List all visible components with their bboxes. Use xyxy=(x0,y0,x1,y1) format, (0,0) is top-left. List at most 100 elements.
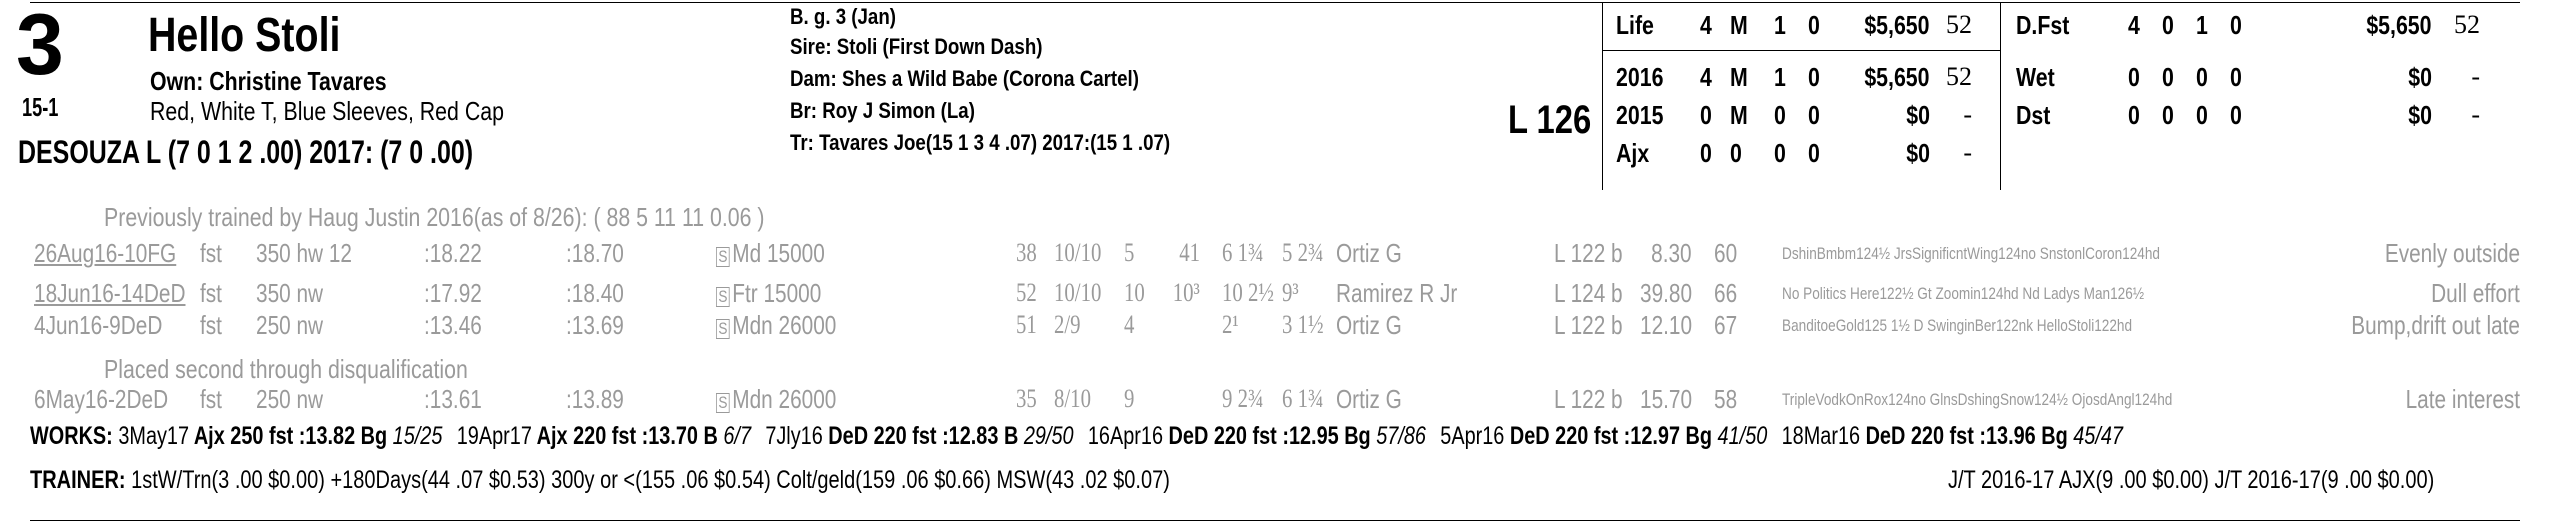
stat-places: 1 xyxy=(1774,62,1786,92)
stat-starts: 4 xyxy=(1700,62,1712,92)
pp-post: 10/10 xyxy=(1054,278,1102,307)
breeding-info: B. g. 3 (Jan) xyxy=(790,4,896,29)
stat-earnings: $0 xyxy=(1906,138,1930,168)
pp-race-label: Mdn 26000 xyxy=(732,310,837,340)
work-date: 5Apr16 xyxy=(1440,422,1505,450)
pp-trip-note: Late interest xyxy=(2405,384,2520,414)
stat-wins: 0 xyxy=(2162,62,2174,92)
pp-call-2: 6 1¾ xyxy=(1222,238,1264,267)
pp-finish: 3 1½ xyxy=(1282,310,1324,339)
pp-comment: DshinBmbm124½ JrsSignificntWing124no Sns… xyxy=(1782,244,2160,263)
stat-shows: 0 xyxy=(1808,62,1820,92)
stat-wins: M xyxy=(1730,10,1748,40)
pp-date: 18Jun16-14DeD xyxy=(34,278,186,308)
pp-date: 6May16-2DeD xyxy=(34,384,169,414)
state-bred-icon: S xyxy=(716,393,730,413)
stat-label: Life xyxy=(1616,10,1654,40)
work-details: Ajx 250 fst :13.82 Bg xyxy=(189,422,393,450)
stats-divider xyxy=(2000,2,2001,190)
pp-start: 10 xyxy=(1124,278,1145,307)
pp-date: 26Aug16-10FG xyxy=(34,238,177,268)
stats-life-underline xyxy=(1602,50,2000,51)
stat-earnings: $0 xyxy=(2408,62,2432,92)
sire-info: Sire: Stoli (First Down Dash) xyxy=(790,34,1043,59)
pp-race-type: S Mdn 26000 xyxy=(716,384,836,415)
jockey-line: DESOUZA L (7 0 1 2 .00) 2017: (7 0 .00) xyxy=(18,134,474,170)
pp-race-label: Md 15000 xyxy=(732,238,825,268)
pp-fraction-1: :13.61 xyxy=(424,384,482,414)
pp-trip-note: Evenly outside xyxy=(2384,238,2520,268)
pp-fraction-1: :17.92 xyxy=(424,278,482,308)
work-entry: 5Apr16 DeD 220 fst :12.97 Bg 41/50 xyxy=(1440,422,1767,450)
stat-earnings: $0 xyxy=(2408,100,2432,130)
stat-starts: 0 xyxy=(2128,100,2140,130)
pp-race-label: Mdn 26000 xyxy=(732,384,837,414)
stat-shows: 0 xyxy=(2230,62,2242,92)
pp-race-type: S Mdn 26000 xyxy=(716,310,836,341)
pp-comment: TripleVodkOnRox124no GlnsDshingSnow124½ … xyxy=(1782,390,2173,409)
pp-finish: 5 2¾ xyxy=(1282,238,1324,267)
pp-call-2: 9 2¾ xyxy=(1222,384,1264,413)
morning-line-odds: 15-1 xyxy=(22,92,59,122)
pp-index: 58 xyxy=(1714,384,1738,414)
pp-start: 9 xyxy=(1124,384,1135,413)
state-bred-icon: S xyxy=(716,319,730,339)
stat-speed: - xyxy=(1963,138,1972,167)
stat-places: 1 xyxy=(1774,10,1786,40)
pp-post: 10/10 xyxy=(1054,238,1102,267)
work-entry: 16Apr16 DeD 220 fst :12.95 Bg 57/86 xyxy=(1088,422,1426,450)
pp-fraction-2: :18.70 xyxy=(566,238,624,268)
top-rule xyxy=(30,2,2520,3)
stat-places: 0 xyxy=(1774,100,1786,130)
stat-earnings: $5,650 xyxy=(1864,62,1930,92)
pp-distance: 250 nw xyxy=(256,384,324,414)
pp-jockey: Ramirez R Jr xyxy=(1336,278,1458,308)
pp-trip-note: Bump,drift out late xyxy=(2351,310,2520,340)
pp-post: 8/10 xyxy=(1054,384,1091,413)
pp-fraction-2: :13.89 xyxy=(566,384,624,414)
pp-surface: fst xyxy=(200,278,222,308)
work-entry: 19Apr17 Ajx 220 fst :13.70 B 6/7 xyxy=(457,422,751,450)
stat-label: 2015 xyxy=(1616,100,1664,130)
work-date: 19Apr17 xyxy=(456,422,532,450)
pp-index: 66 xyxy=(1714,278,1738,308)
stat-shows: 0 xyxy=(2230,10,2242,40)
stat-starts: 0 xyxy=(1700,100,1712,130)
stat-starts: 4 xyxy=(2128,10,2140,40)
work-entry: 7Jly16 DeD 220 fst :12.83 B 29/50 xyxy=(765,422,1073,450)
stat-earnings: $5,650 xyxy=(2366,10,2432,40)
stat-earnings: $5,650 xyxy=(1864,10,1930,40)
dam-info: Dam: Shes a Wild Babe (Corona Cartel) xyxy=(790,66,1139,91)
pp-trip-note: Dull effort xyxy=(2431,278,2520,308)
stat-shows: 0 xyxy=(1808,10,1820,40)
work-rank: 29/50 xyxy=(1023,422,1074,450)
pp-speed: 51 xyxy=(1016,310,1037,339)
pp-index: 60 xyxy=(1714,238,1738,268)
pp-surface: fst xyxy=(200,238,222,268)
pp-index: 67 xyxy=(1714,310,1738,340)
pp-distance: 350 hw 12 xyxy=(256,238,352,268)
state-bred-icon: S xyxy=(716,247,730,267)
pp-start: 5 xyxy=(1124,238,1135,267)
stat-wins: 0 xyxy=(1730,138,1742,168)
pp-call-1: 10³ xyxy=(1172,278,1200,307)
work-rank: 6/7 xyxy=(723,422,752,450)
work-details: DeD 220 fst :12.83 B xyxy=(822,422,1024,450)
work-details: Ajx 220 fst :13.70 B xyxy=(531,422,724,450)
work-date: 16Apr16 xyxy=(1087,422,1164,450)
disqualification-note: Placed second through disqualification xyxy=(104,354,468,384)
pp-odds: 39.80 xyxy=(1639,278,1692,308)
works-line: WORKS: 3May17 Ajx 250 fst :13.82 Bg 15/2… xyxy=(30,422,2137,451)
pp-odds: 8.30 xyxy=(1651,238,1692,268)
stat-shows: 0 xyxy=(1808,138,1820,168)
bottom-rule xyxy=(30,520,2520,521)
pp-race-type: S Ftr 15000 xyxy=(716,278,821,309)
program-number: 3 xyxy=(16,0,64,93)
pp-jockey: Ortiz G xyxy=(1336,238,1402,268)
stat-shows: 0 xyxy=(2230,100,2242,130)
pp-finish: 9³ xyxy=(1282,278,1299,307)
stat-wins: M xyxy=(1730,62,1748,92)
work-details: DeD 220 fst :12.95 Bg xyxy=(1163,422,1377,450)
work-rank: 41/50 xyxy=(1717,422,1768,450)
pp-odds: 15.70 xyxy=(1639,384,1692,414)
